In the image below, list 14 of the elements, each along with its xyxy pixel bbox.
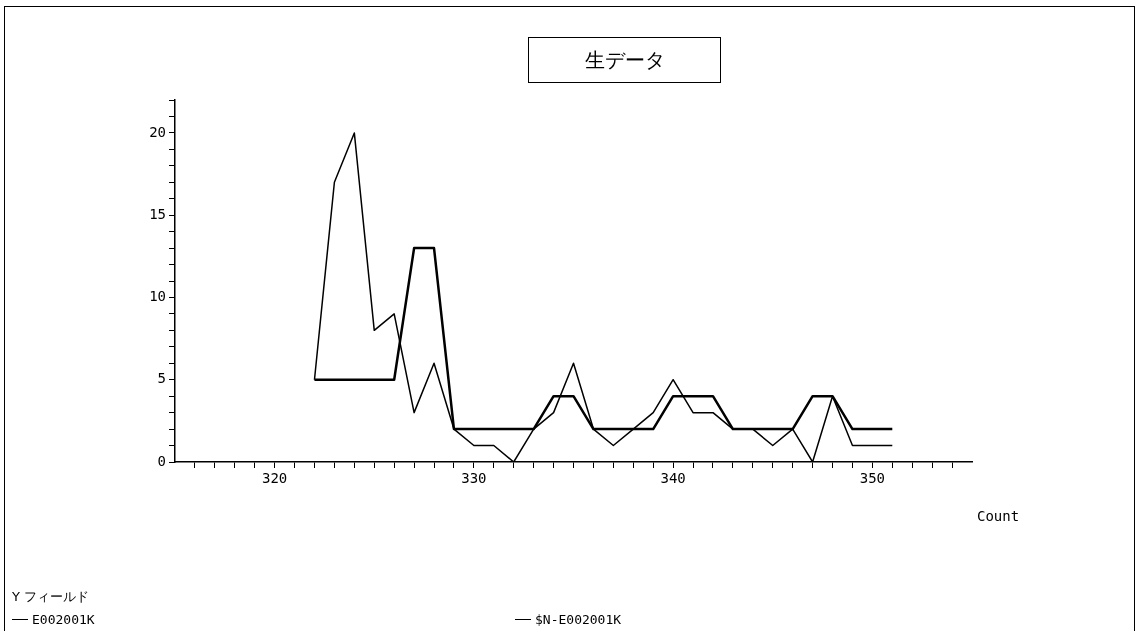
x-tick-label: 340: [660, 470, 686, 487]
legend-label: $N-E002001K: [535, 612, 622, 627]
x-axis-title: Count: [977, 507, 1020, 524]
y-tick-label: 15: [149, 205, 166, 222]
y-tick-label: 10: [149, 288, 166, 305]
x-tick-label: 330: [461, 470, 487, 487]
y-tick-label: 20: [149, 123, 166, 140]
legend-label: E002001K: [32, 612, 95, 627]
x-tick-label: 320: [261, 470, 288, 487]
legend-title: Y フィールド: [12, 588, 90, 606]
chart-title: 生データ: [528, 37, 721, 83]
y-tick-label: 5: [157, 370, 166, 387]
y-tick-label: 0: [157, 452, 166, 469]
x-tick-label: 350: [859, 470, 886, 487]
